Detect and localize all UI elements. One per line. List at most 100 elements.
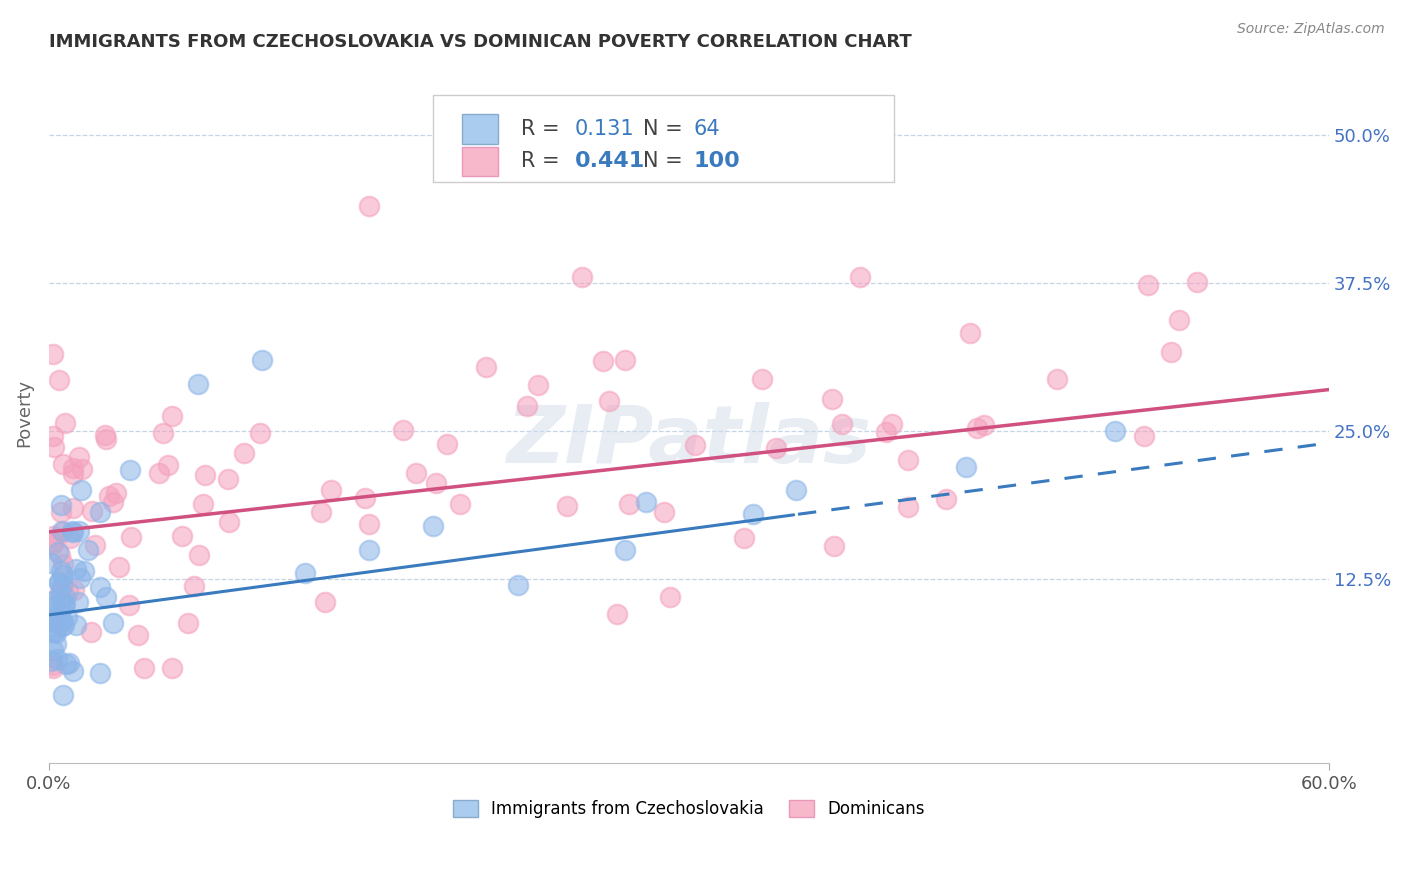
Text: 0.131: 0.131 bbox=[575, 119, 634, 139]
Point bbox=[62, 460, 84, 475]
Point bbox=[79, 625, 101, 640]
Point bbox=[311, 505, 333, 519]
Point bbox=[49, 498, 72, 512]
Text: 100: 100 bbox=[695, 152, 741, 171]
Point bbox=[93, 428, 115, 442]
Point bbox=[94, 432, 117, 446]
Text: 0.441: 0.441 bbox=[575, 152, 645, 171]
Point bbox=[966, 421, 988, 435]
Point bbox=[120, 530, 142, 544]
Point bbox=[101, 616, 124, 631]
Point bbox=[41, 624, 63, 639]
Point bbox=[160, 409, 183, 424]
Point bbox=[51, 580, 73, 594]
Point bbox=[683, 438, 706, 452]
Point bbox=[935, 491, 957, 506]
Point bbox=[187, 376, 209, 391]
Point bbox=[42, 534, 65, 549]
Point bbox=[56, 609, 79, 624]
Text: ZIPatlas: ZIPatlas bbox=[506, 402, 872, 480]
Point bbox=[183, 579, 205, 593]
Point bbox=[49, 548, 72, 562]
Point bbox=[52, 557, 75, 571]
Point bbox=[191, 497, 214, 511]
Point bbox=[614, 353, 637, 368]
Point bbox=[94, 590, 117, 604]
Text: R =: R = bbox=[522, 152, 567, 171]
Point bbox=[42, 615, 65, 629]
Point bbox=[39, 594, 62, 608]
Point bbox=[882, 417, 904, 432]
Point bbox=[73, 564, 96, 578]
Point bbox=[97, 489, 120, 503]
Point bbox=[160, 661, 183, 675]
Point bbox=[555, 499, 578, 513]
Point bbox=[48, 575, 70, 590]
Point bbox=[357, 516, 380, 531]
Point bbox=[959, 326, 981, 340]
Point bbox=[249, 425, 271, 440]
Point bbox=[55, 416, 77, 430]
Point bbox=[51, 591, 73, 606]
Point bbox=[59, 531, 82, 545]
Text: R =: R = bbox=[522, 119, 567, 139]
Point bbox=[1185, 275, 1208, 289]
Point bbox=[516, 400, 538, 414]
Point bbox=[422, 519, 444, 533]
Point bbox=[42, 529, 65, 543]
Point bbox=[51, 578, 73, 592]
Point bbox=[897, 452, 920, 467]
Point bbox=[52, 598, 75, 612]
Text: N =: N = bbox=[643, 152, 689, 171]
Point bbox=[62, 524, 84, 539]
Point bbox=[1104, 424, 1126, 438]
Point bbox=[785, 128, 807, 142]
Point bbox=[1136, 277, 1159, 292]
Point bbox=[751, 372, 773, 386]
Point bbox=[132, 661, 155, 675]
Point bbox=[42, 594, 65, 608]
Point bbox=[76, 542, 98, 557]
Point bbox=[51, 614, 73, 628]
Point bbox=[733, 532, 755, 546]
Point bbox=[42, 613, 65, 627]
Point bbox=[118, 598, 141, 612]
Point bbox=[60, 524, 83, 539]
Point bbox=[897, 500, 920, 515]
Point bbox=[52, 568, 75, 582]
Point bbox=[101, 495, 124, 509]
Point bbox=[658, 590, 681, 604]
Point bbox=[823, 539, 845, 553]
Point bbox=[156, 458, 179, 472]
Text: IMMIGRANTS FROM CZECHOSLOVAKIA VS DOMINICAN POVERTY CORRELATION CHART: IMMIGRANTS FROM CZECHOSLOVAKIA VS DOMINI… bbox=[49, 33, 911, 51]
Point bbox=[42, 658, 65, 673]
Point bbox=[508, 578, 530, 592]
Text: Source: ZipAtlas.com: Source: ZipAtlas.com bbox=[1237, 22, 1385, 37]
Point bbox=[831, 417, 853, 431]
Point bbox=[56, 584, 79, 599]
Y-axis label: Poverty: Poverty bbox=[15, 379, 32, 448]
Point bbox=[67, 450, 90, 464]
Point bbox=[652, 505, 675, 519]
Point bbox=[52, 617, 75, 632]
Point bbox=[62, 582, 84, 597]
Point bbox=[973, 418, 995, 433]
Point bbox=[592, 354, 614, 368]
Point bbox=[148, 466, 170, 480]
Point bbox=[42, 661, 65, 675]
Point bbox=[1168, 313, 1191, 327]
Point bbox=[170, 529, 193, 543]
Point bbox=[765, 441, 787, 455]
Point bbox=[1133, 428, 1156, 442]
Point bbox=[72, 462, 94, 476]
Point bbox=[152, 425, 174, 440]
Point bbox=[636, 495, 658, 509]
Point bbox=[474, 359, 496, 374]
Point bbox=[39, 655, 62, 669]
Point bbox=[613, 542, 636, 557]
Point bbox=[69, 571, 91, 585]
Text: N =: N = bbox=[643, 119, 689, 139]
Point bbox=[42, 347, 65, 361]
Text: 64: 64 bbox=[695, 119, 721, 139]
Point bbox=[89, 666, 111, 681]
